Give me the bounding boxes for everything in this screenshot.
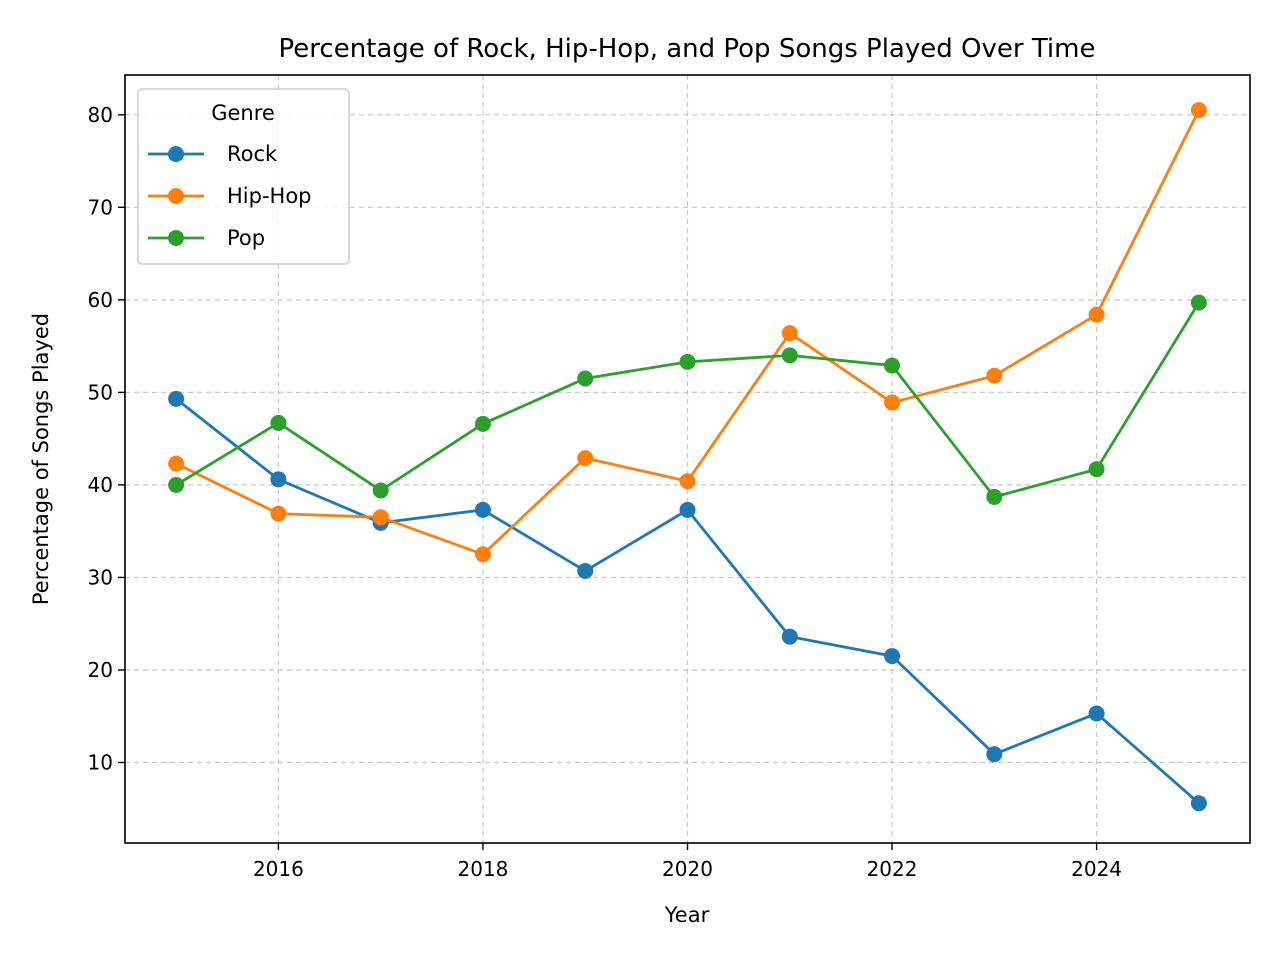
x-axis-label: Year [664,903,710,927]
data-point-hip-hop-2023 [986,367,1003,384]
data-point-hip-hop-2024 [1088,306,1105,323]
legend-label-pop: Pop [227,226,265,250]
data-point-pop-2018 [474,415,491,432]
series-pop [168,294,1207,505]
legend-label-rock: Rock [227,142,278,166]
data-point-pop-2025 [1190,294,1207,311]
legend-title: Genre [211,101,275,125]
legend-entry-hip-hop: Hip-Hop [148,184,312,208]
y-tick-label-80: 80 [88,103,113,127]
x-tick-label-2018: 2018 [458,857,509,881]
data-point-rock-2023 [986,746,1003,763]
data-point-hip-hop-2015 [168,455,185,472]
data-point-rock-2024 [1088,705,1105,722]
y-tick-label-20: 20 [88,658,113,682]
data-point-pop-2020 [679,353,696,370]
legend: Genre Rock Hip-Hop Pop [137,88,350,265]
data-point-rock-2020 [679,501,696,518]
x-tick-label-2016: 2016 [253,857,304,881]
data-point-pop-2023 [986,488,1003,505]
y-tick-label-70: 70 [88,195,113,219]
data-point-pop-2019 [577,370,594,387]
data-point-hip-hop-2016 [270,505,287,522]
x-tick-label-2024: 2024 [1071,857,1122,881]
data-point-pop-2016 [270,414,287,431]
data-point-rock-2022 [884,648,901,665]
legend-frame [137,88,350,265]
x-tick-label-2022: 2022 [867,857,918,881]
y-axis: 10 20 30 40 50 60 70 80 [88,103,125,774]
legend-entry-rock: Rock [148,142,278,166]
data-point-rock-2025 [1190,795,1207,812]
data-point-hip-hop-2018 [474,546,491,563]
y-tick-label-30: 30 [88,565,113,589]
series-layer [168,102,1207,812]
series-hip-hop [168,102,1207,563]
data-point-rock-2021 [781,628,798,645]
data-point-hip-hop-2025 [1190,102,1207,119]
data-point-hip-hop-2019 [577,450,594,467]
data-point-rock-2015 [168,390,185,407]
legend-entry-pop: Pop [148,226,265,250]
data-point-rock-2018 [474,501,491,518]
data-point-pop-2015 [168,476,185,493]
legend-label-hip-hop: Hip-Hop [227,184,312,208]
legend-marker-pop [168,230,184,246]
data-point-hip-hop-2022 [884,394,901,411]
data-point-hip-hop-2021 [781,325,798,342]
y-tick-label-40: 40 [88,473,113,497]
y-axis-label: Percentage of Songs Played [29,313,53,605]
legend-marker-rock [168,146,184,162]
data-point-rock-2016 [270,471,287,488]
data-point-hip-hop-2017 [372,509,389,526]
x-tick-label-2020: 2020 [662,857,713,881]
data-point-hip-hop-2020 [679,473,696,490]
x-axis: 2016 2018 2020 2022 2024 [253,843,1122,881]
data-point-rock-2019 [577,562,594,579]
y-tick-label-50: 50 [88,380,113,404]
legend-marker-hip-hop [168,188,184,204]
chart-title: Percentage of Rock, Hip-Hop, and Pop Son… [279,34,1096,64]
data-point-pop-2017 [372,482,389,499]
data-point-pop-2021 [781,347,798,364]
data-point-pop-2024 [1088,461,1105,478]
data-point-pop-2022 [884,357,901,374]
legend-entries: Rock Hip-Hop Pop [148,142,312,250]
y-tick-label-10: 10 [88,750,113,774]
series-rock [168,390,1207,812]
y-tick-label-60: 60 [88,288,113,312]
